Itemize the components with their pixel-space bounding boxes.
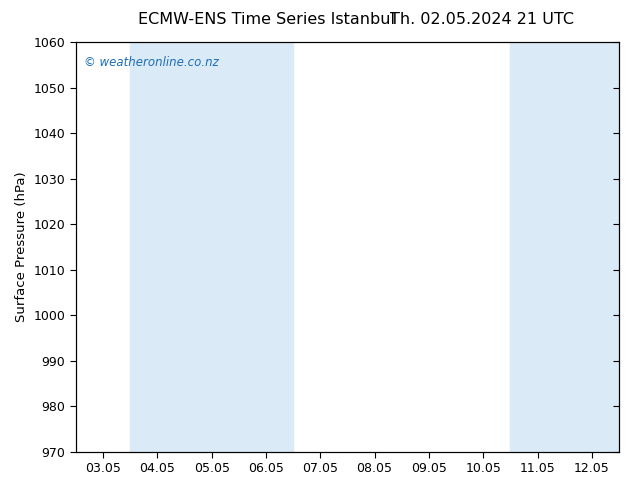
Text: ECMW-ENS Time Series Istanbul: ECMW-ENS Time Series Istanbul <box>138 12 395 27</box>
Text: Th. 02.05.2024 21 UTC: Th. 02.05.2024 21 UTC <box>390 12 574 27</box>
Text: © weatheronline.co.nz: © weatheronline.co.nz <box>84 56 219 70</box>
Bar <box>130 42 293 452</box>
Bar <box>510 42 619 452</box>
Y-axis label: Surface Pressure (hPa): Surface Pressure (hPa) <box>15 172 28 322</box>
